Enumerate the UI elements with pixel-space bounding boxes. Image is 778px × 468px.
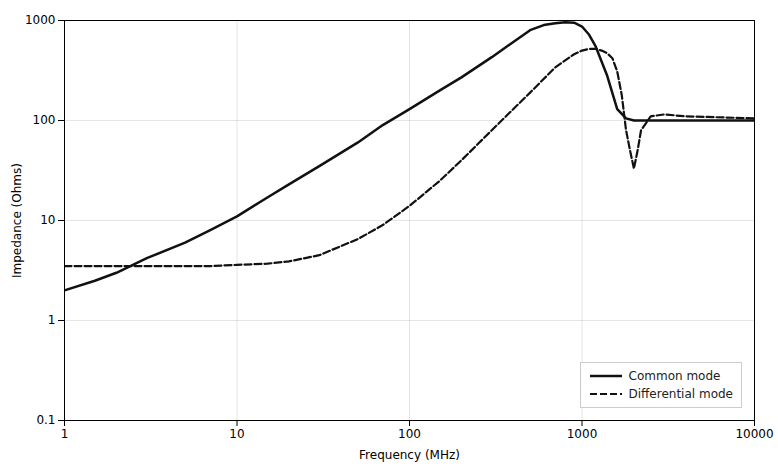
svg-text:Impedance (Ohms): Impedance (Ohms) [10, 163, 24, 278]
svg-text:0.1: 0.1 [36, 413, 55, 427]
svg-text:10000: 10000 [735, 427, 773, 441]
html-text:Common mode: Common mode [628, 369, 721, 383]
svg-text:100: 100 [398, 427, 421, 441]
svg-text:100: 100 [33, 113, 56, 127]
svg-text:1: 1 [61, 427, 69, 441]
svg-text:Frequency (MHz): Frequency (MHz) [359, 448, 460, 462]
svg-text:1: 1 [48, 313, 56, 327]
svg-text:10: 10 [229, 427, 244, 441]
svg-text:10: 10 [40, 213, 55, 227]
svg-text:1000: 1000 [567, 427, 598, 441]
html-text:Differential mode: Differential mode [628, 387, 733, 401]
svg-text:1000: 1000 [25, 13, 56, 27]
